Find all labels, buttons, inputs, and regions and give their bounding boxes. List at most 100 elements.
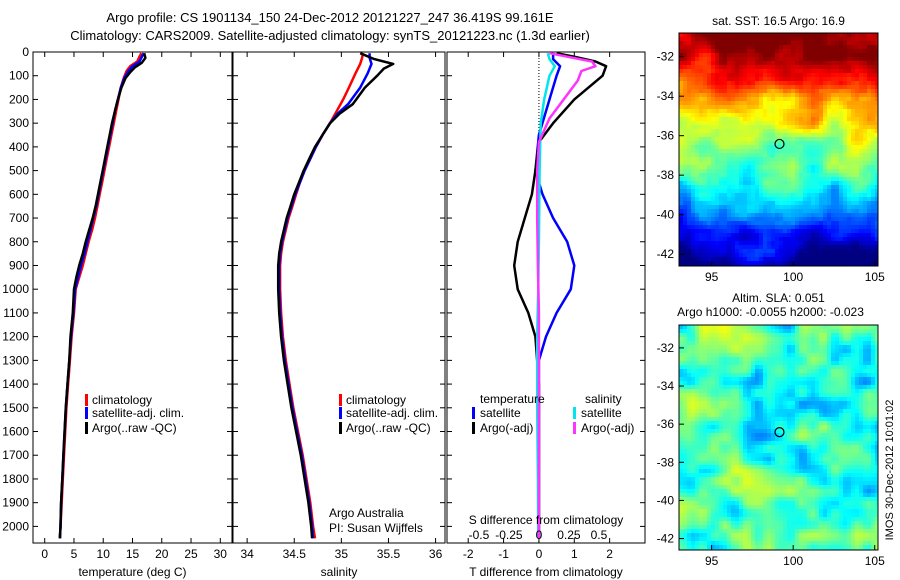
map-cell [855,249,859,253]
map-cell [875,241,878,245]
map-cell [827,37,831,41]
map-cell [855,253,859,257]
map-cell [711,61,715,65]
map-cell [823,249,827,253]
map-cell [775,385,779,389]
map-cell [747,217,751,221]
map-cell [787,349,791,353]
map-cell [795,225,799,229]
map-cell [875,393,878,397]
map-cell [779,97,783,101]
map-cell [727,181,731,185]
map-cell [867,385,871,389]
map-cell [751,85,755,89]
map-cell [847,205,851,209]
map-cell [695,113,699,117]
map-cell [755,409,759,413]
map-cell [711,405,715,409]
map-cell [687,149,691,153]
map-cell [811,405,815,409]
map-cell [731,461,735,465]
map-cell [739,361,743,365]
map-cell [815,145,819,149]
map-cell [795,425,799,429]
map-cell [863,33,867,37]
map-cell [679,161,683,165]
map-cell [759,45,763,49]
map-cell [851,357,855,361]
map-cell [843,441,847,445]
map-cell [859,165,863,169]
map-cell [795,45,799,49]
map-cell [763,77,767,81]
map-cell [847,169,851,173]
map-cell [711,333,715,337]
map-cell [827,341,831,345]
map-cell [875,405,878,409]
map-cell [711,101,715,105]
map-cell [743,73,747,77]
map-cell [719,89,723,93]
map-cell [819,257,823,261]
map-cell [751,357,755,361]
map-cell [867,153,871,157]
map-cell [847,61,851,65]
map-cell [823,101,827,105]
map-cell [871,441,875,445]
map-cell [875,49,878,53]
map-cell [851,117,855,121]
map-cell [771,337,775,341]
map-cell [819,401,823,405]
map-cell [819,445,823,449]
map-cell [771,245,775,249]
map-cell [847,117,851,121]
map-cell [703,121,707,125]
map-cell [859,229,863,233]
map-cell [803,109,807,113]
map-cell [695,213,699,217]
map-cell [743,165,747,169]
map-cell [679,381,683,385]
map-cell [743,457,747,461]
map-cell [871,457,875,461]
map-cell [871,257,875,261]
map-cell [695,437,699,441]
map-cell [707,389,711,393]
map-cell [835,77,839,81]
y-tick-label: 1900 [2,496,29,510]
map-cell [875,81,878,85]
map-cell [867,77,871,81]
map-cell [699,85,703,89]
map-cell [847,333,851,337]
map-cell [743,453,747,457]
map-cell [739,69,743,73]
map-cell [843,141,847,145]
map-cell [811,401,815,405]
map-cell [871,181,875,185]
map-cell [847,397,851,401]
map-cell [727,193,731,197]
map-cell [819,165,823,169]
map-cell [755,377,759,381]
map-cell [739,445,743,449]
map-cell [863,393,867,397]
legend-header-salinity: salinity [585,392,622,406]
map-cell [775,49,779,53]
map-cell [859,185,863,189]
map-cell [783,453,787,457]
map-cell [791,69,795,73]
map-cell [815,205,819,209]
map-cell [683,229,687,233]
map-cell [831,337,835,341]
map-cell [687,329,691,333]
map-cell [723,173,727,177]
map-cell [699,425,703,429]
map-cell [715,413,719,417]
map-cell [755,41,759,45]
map-cell [755,453,759,457]
map-cell [723,429,727,433]
map-cell [767,213,771,217]
map-cell [679,245,683,249]
map-cell [799,325,803,329]
map-cell [827,193,831,197]
